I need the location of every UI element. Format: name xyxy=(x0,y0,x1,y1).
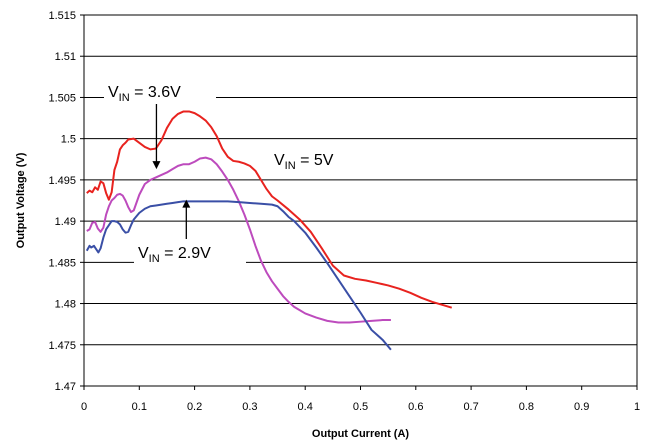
y-tick-label: 1.51 xyxy=(55,51,76,63)
y-tick-label: 1.5 xyxy=(61,134,76,146)
x-tick-label: 1 xyxy=(634,401,640,413)
annotation-label: VIN = 2.9V xyxy=(138,245,211,265)
x-tick-label: 0.7 xyxy=(463,401,478,413)
x-tick-label: 0.6 xyxy=(408,401,423,413)
y-tick-label: 1.515 xyxy=(48,10,76,22)
annotation-arrowhead xyxy=(182,199,191,208)
annotation-label: VIN = 5V xyxy=(274,152,334,172)
annotations: VIN = 3.6V VIN = 5V VIN = 2.9V xyxy=(104,78,334,265)
y-tick-label: 1.485 xyxy=(48,257,76,269)
annotation-label: VIN = 3.6V xyxy=(108,84,181,104)
x-tick-label: 0.9 xyxy=(574,401,589,413)
x-tick-label: 0 xyxy=(81,401,87,413)
series-line-2 xyxy=(85,200,392,351)
y-axis-ticks: 1.47 1.475 1.48 1.485 1.49 1.495 1.5 1.505 1.51 1… xyxy=(48,10,84,393)
y-tick-label: 1.49 xyxy=(55,216,76,228)
y-tick-label: 1.505 xyxy=(48,92,76,104)
y-tick-label: 1.495 xyxy=(48,175,76,187)
x-tick-label: 0.3 xyxy=(242,401,257,413)
x-axis-title: Output Current (A) xyxy=(312,428,409,440)
y-tick-label: 1.47 xyxy=(55,381,76,393)
annotation-arrowhead xyxy=(152,161,161,170)
x-tick-label: 0.1 xyxy=(132,401,147,413)
y-axis-title: Output Voltage (V) xyxy=(15,152,27,248)
annotation-background xyxy=(134,239,246,265)
series-line-0 xyxy=(86,110,453,309)
y-tick-label: 1.48 xyxy=(55,299,76,311)
series-layer xyxy=(85,110,453,351)
annotation-background xyxy=(104,78,216,104)
plot-area-frame xyxy=(83,14,638,387)
x-tick-label: 0.4 xyxy=(298,401,313,413)
series-line-1 xyxy=(86,156,391,324)
y-tick-label: 1.475 xyxy=(48,340,76,352)
x-tick-label: 0.8 xyxy=(519,401,534,413)
x-tick-label: 0.2 xyxy=(187,401,202,413)
x-axis-ticks: 0 0.1 0.2 0.3 0.4 0.5 0.6 0.7 0.8 0.9 1 xyxy=(81,386,640,413)
x-tick-label: 0.5 xyxy=(353,401,368,413)
